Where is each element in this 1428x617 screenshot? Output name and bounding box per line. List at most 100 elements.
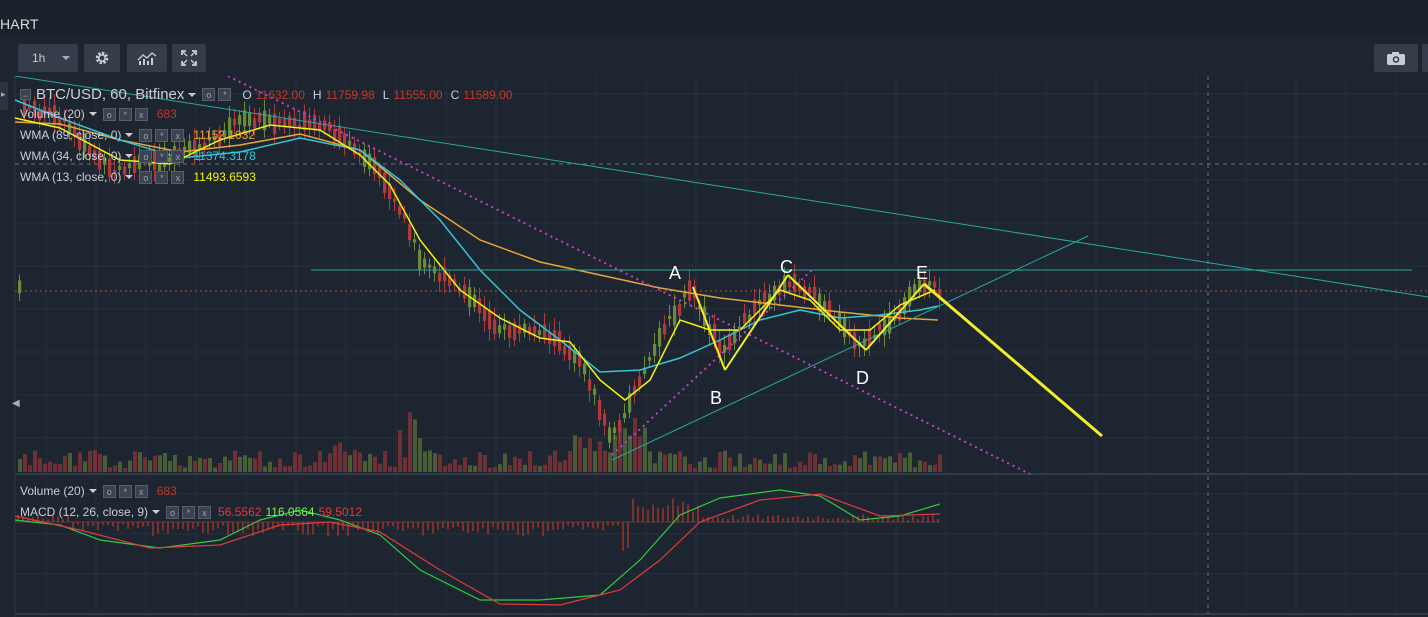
visibility-icon[interactable]: o xyxy=(202,88,216,101)
volume-bar xyxy=(573,435,577,472)
close-icon[interactable]: x xyxy=(171,128,185,142)
camera-icon xyxy=(1387,51,1405,65)
chevron-down-icon[interactable] xyxy=(88,489,97,493)
candle-body xyxy=(398,206,402,215)
study-label[interactable]: WMA (34, close, 0) xyxy=(20,149,122,163)
volume-bar xyxy=(398,429,402,472)
study-value: 11374.3178 xyxy=(193,149,256,163)
candle-body xyxy=(808,287,812,294)
gear-icon[interactable]: * xyxy=(155,128,169,142)
study-value: 683 xyxy=(156,107,177,121)
close-icon[interactable]: x xyxy=(171,170,185,184)
visibility-icon[interactable]: o xyxy=(139,149,153,163)
volume-bar xyxy=(363,461,367,472)
gear-icon[interactable]: * xyxy=(155,170,169,184)
close-icon[interactable]: x xyxy=(171,149,185,163)
volume-bar xyxy=(313,462,317,472)
symbol-label[interactable]: BTC/USD, 60, Bitfinex xyxy=(36,86,185,103)
volume-bar xyxy=(28,465,32,472)
sidebar-toggle[interactable]: ▸ xyxy=(0,82,8,110)
study-label[interactable]: WMA (89, close, 0) xyxy=(20,128,122,142)
indicators-button[interactable] xyxy=(127,44,167,72)
volume-bar xyxy=(413,419,417,472)
chevron-right-icon: ▸ xyxy=(1,89,6,99)
gear-icon[interactable]: * xyxy=(155,149,169,163)
volume-bar xyxy=(803,465,807,472)
candle-body xyxy=(213,135,217,141)
macd-histogram-value: 59.5012 xyxy=(318,505,362,519)
gear-icon[interactable]: * xyxy=(118,107,132,121)
volume-bar xyxy=(43,463,47,472)
chevron-down-icon[interactable] xyxy=(152,510,161,514)
volume-bar xyxy=(63,456,67,472)
volume-bar xyxy=(543,464,547,472)
volume-bar xyxy=(78,452,82,472)
macd-signal-value: 116.0564 xyxy=(265,505,315,519)
volume-bar xyxy=(623,428,627,472)
interval-select[interactable]: 1h xyxy=(18,44,78,72)
volume-bar xyxy=(418,438,422,472)
candle-body xyxy=(338,125,342,143)
study-label[interactable]: WMA (13, close, 0) xyxy=(20,170,122,184)
study-label[interactable]: Volume (20) xyxy=(20,484,85,498)
gear-icon[interactable]: * xyxy=(118,484,132,498)
projection-line xyxy=(923,282,1103,438)
volume-bar xyxy=(768,463,772,472)
volume-bar xyxy=(73,465,77,472)
volume-bar xyxy=(913,467,917,472)
candle-body xyxy=(243,110,247,127)
fullscreen-button[interactable] xyxy=(172,44,206,72)
visibility-icon[interactable]: o xyxy=(139,170,153,184)
collapse-legend-icon[interactable]: − xyxy=(20,89,31,101)
volume-bar xyxy=(318,451,322,472)
volume-bar xyxy=(373,456,377,472)
settings-button[interactable] xyxy=(84,44,120,72)
candle-body xyxy=(628,393,632,413)
volume-bar xyxy=(288,466,292,472)
chart-grid xyxy=(14,76,1428,617)
close-icon[interactable]: x xyxy=(198,505,212,519)
visibility-icon[interactable]: o xyxy=(166,505,180,519)
visibility-icon[interactable]: o xyxy=(102,484,116,498)
more-button[interactable] xyxy=(1422,44,1428,72)
macd-pane xyxy=(14,489,941,606)
volume-bar xyxy=(758,459,762,472)
volume-bar xyxy=(33,450,37,472)
volume-bar xyxy=(773,454,777,472)
close-icon[interactable]: x xyxy=(134,107,148,121)
close-icon[interactable]: x xyxy=(134,484,148,498)
candle-body xyxy=(663,323,667,335)
volume-bar xyxy=(338,442,342,472)
chevron-left-icon[interactable]: ◀ xyxy=(12,398,20,409)
candle-body xyxy=(423,258,427,268)
app-title: HART xyxy=(0,16,39,32)
volume-bar xyxy=(558,461,562,472)
chevron-down-icon[interactable] xyxy=(125,175,134,179)
chevron-down-icon[interactable] xyxy=(88,112,97,116)
candle-body xyxy=(523,323,527,334)
wma-89-line xyxy=(14,121,939,321)
study-label[interactable]: MACD (12, 26, close, 9) xyxy=(20,505,149,519)
candle-body xyxy=(463,284,467,299)
visibility-icon[interactable]: o xyxy=(102,107,116,121)
volume-bar xyxy=(108,467,112,472)
snapshot-button[interactable] xyxy=(1374,44,1418,72)
volume-bar xyxy=(693,467,697,472)
chevron-down-icon[interactable] xyxy=(125,154,134,158)
price-chart-area[interactable] xyxy=(0,76,1428,617)
visibility-icon[interactable]: o xyxy=(139,128,153,142)
candle-body xyxy=(168,157,172,162)
candle-body xyxy=(223,130,227,138)
chevron-down-icon[interactable] xyxy=(188,92,197,97)
study-label[interactable]: Volume (20) xyxy=(20,107,85,121)
candle-body xyxy=(278,118,282,125)
gear-icon[interactable]: * xyxy=(182,505,196,519)
volume-bar xyxy=(928,465,932,472)
candle-body xyxy=(713,324,717,344)
candle-body xyxy=(823,301,827,313)
gear-icon[interactable]: * xyxy=(218,88,232,101)
volume-bar xyxy=(903,457,907,472)
chevron-down-icon[interactable] xyxy=(125,133,134,137)
candle-body xyxy=(273,113,277,135)
candle-body xyxy=(538,330,542,335)
